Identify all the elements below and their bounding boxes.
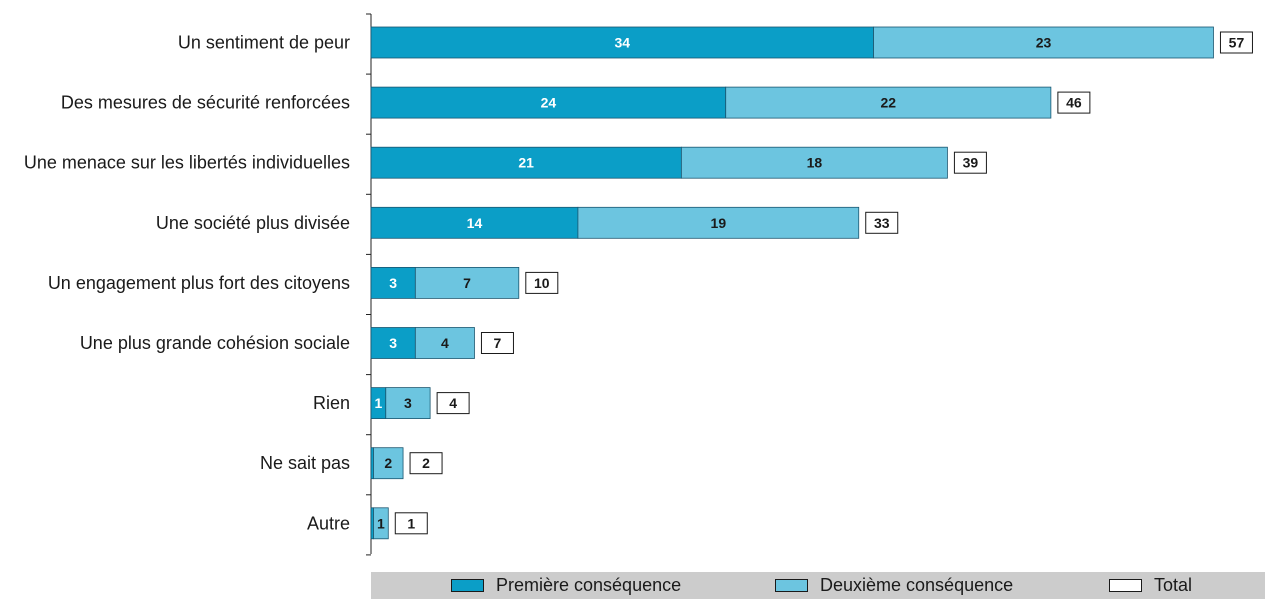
total-label: 4 bbox=[449, 395, 457, 411]
data-label-deuxieme: 1 bbox=[377, 515, 385, 531]
bar-deuxieme bbox=[577, 206, 860, 239]
category-label: Autre bbox=[307, 513, 350, 533]
total-label: 57 bbox=[1229, 35, 1245, 51]
data-label-deuxieme: 2 bbox=[384, 455, 392, 471]
bar-deuxieme bbox=[385, 387, 431, 420]
category-label: Un engagement plus fort des citoyens bbox=[48, 273, 350, 293]
data-label-deuxieme: 3 bbox=[404, 395, 412, 411]
category-label: Une société plus divisée bbox=[156, 213, 350, 233]
total-label: 2 bbox=[422, 455, 430, 471]
category-label: Ne sait pas bbox=[260, 453, 350, 473]
bar-deuxieme bbox=[414, 327, 475, 359]
bar-deuxieme bbox=[373, 507, 389, 540]
legend-swatch-premiere bbox=[451, 579, 484, 592]
data-label-premiere: 34 bbox=[614, 35, 630, 51]
bar-premiere bbox=[370, 327, 416, 359]
total-label: 33 bbox=[874, 215, 890, 231]
bar-premiere bbox=[370, 266, 416, 299]
total-box bbox=[394, 512, 428, 535]
total-box bbox=[525, 271, 559, 294]
data-label-premiere: 14 bbox=[467, 215, 483, 231]
category-label: Un sentiment de peur bbox=[178, 33, 350, 53]
legend-swatch-deuxieme bbox=[775, 579, 808, 592]
category-label: Une menace sur les libertés individuelle… bbox=[24, 153, 350, 173]
bar-deuxieme bbox=[725, 86, 1052, 119]
category-label: Rien bbox=[313, 393, 350, 413]
legend-item-premiere: Première conséquence bbox=[451, 572, 681, 599]
bar-deuxieme bbox=[373, 447, 404, 480]
total-box bbox=[1219, 31, 1253, 54]
total-label: 10 bbox=[534, 275, 550, 291]
total-box bbox=[953, 151, 987, 174]
data-label-premiere: 1 bbox=[374, 395, 382, 411]
data-label-deuxieme: 23 bbox=[1036, 35, 1052, 51]
category-label: Une plus grande cohésion sociale bbox=[80, 333, 350, 353]
total-label: 39 bbox=[963, 155, 979, 171]
bar-deuxieme bbox=[680, 146, 948, 179]
total-label: 7 bbox=[494, 335, 502, 351]
category-label: Des mesures de sécurité renforcées bbox=[61, 93, 350, 113]
total-label: 46 bbox=[1066, 95, 1082, 111]
total-box bbox=[480, 332, 514, 354]
legend-label-premiere: Première conséquence bbox=[496, 575, 682, 595]
total-box bbox=[1057, 91, 1091, 114]
total-box bbox=[409, 452, 443, 475]
legend-item-total: Total bbox=[1109, 572, 1192, 599]
data-label-premiere: 3 bbox=[389, 335, 397, 351]
data-label-deuxieme: 4 bbox=[441, 335, 449, 351]
bar-premiere bbox=[370, 26, 874, 59]
data-label-deuxieme: 19 bbox=[711, 215, 727, 231]
bar-deuxieme bbox=[414, 266, 520, 299]
legend-swatch-total bbox=[1109, 579, 1142, 592]
total-box bbox=[865, 211, 899, 234]
bar-premiere bbox=[370, 86, 727, 119]
data-label-premiere: 24 bbox=[541, 95, 557, 111]
data-label-deuxieme: 7 bbox=[463, 275, 471, 291]
legend-label-total: Total bbox=[1154, 575, 1193, 595]
legend-label-deuxieme: Deuxième conséquence bbox=[820, 575, 1014, 595]
legend: Première conséquence Deuxième conséquenc… bbox=[371, 572, 1265, 599]
total-label: 1 bbox=[407, 515, 415, 531]
data-label-deuxieme: 22 bbox=[881, 95, 897, 111]
total-box bbox=[436, 392, 470, 415]
legend-item-deuxieme: Deuxième conséquence bbox=[775, 572, 1013, 599]
data-label-deuxieme: 18 bbox=[807, 155, 823, 171]
data-label-premiere: 21 bbox=[518, 155, 534, 171]
data-label-premiere: 3 bbox=[389, 275, 397, 291]
bar-deuxieme bbox=[873, 26, 1214, 59]
